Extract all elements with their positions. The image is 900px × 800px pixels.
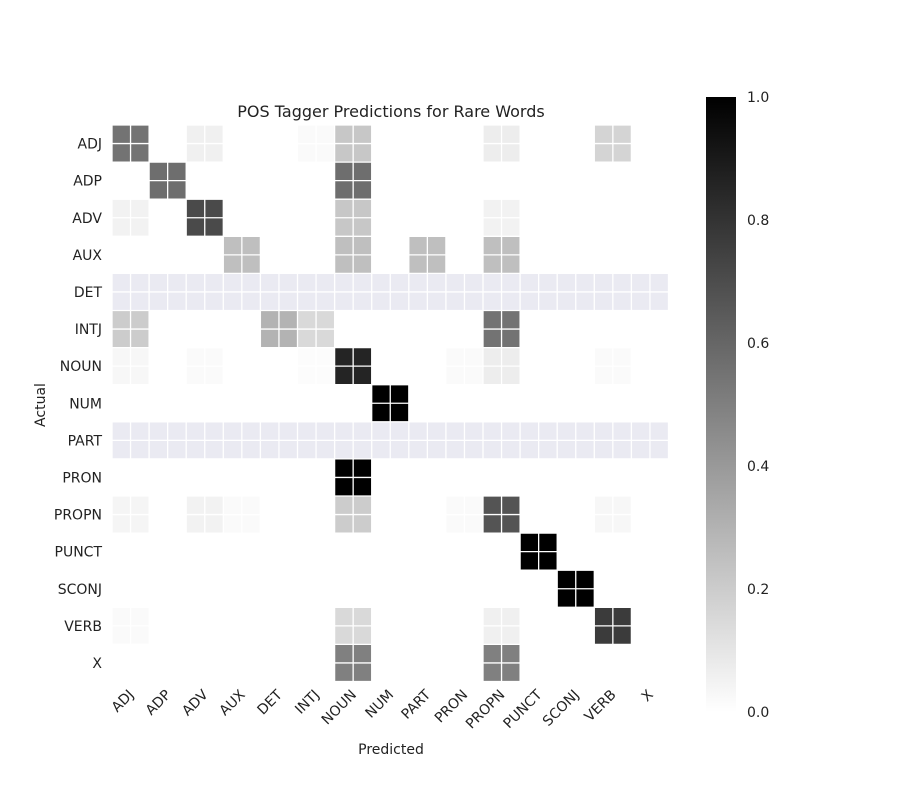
heatmap-gridlines xyxy=(111,124,670,683)
colorbar-tick-label: 0.8 xyxy=(747,213,769,229)
y-tick-label-pron: PRON xyxy=(62,470,102,486)
y-tick-label-aux: AUX xyxy=(73,248,103,264)
x-tick-label-sconj: SCONJ xyxy=(540,687,583,730)
x-tick-label-propn: PROPN xyxy=(463,687,508,732)
y-tick-label-punct: PUNCT xyxy=(55,545,103,561)
y-axis-label: Actual xyxy=(33,383,49,427)
colorbar-ticks: 0.0 0.2 0.4 0.6 0.8 1.0 xyxy=(747,90,769,721)
chart-title: POS Tagger Predictions for Rare Words xyxy=(237,102,544,121)
colorbar-tick-label: 1.0 xyxy=(747,90,769,106)
x-axis-label: Predicted xyxy=(358,742,424,758)
y-tick-label-x: X xyxy=(92,656,102,672)
x-tick-label-verb: VERB xyxy=(582,687,620,725)
x-tick-label-punct: PUNCT xyxy=(501,687,546,732)
y-tick-label-noun: NOUN xyxy=(60,359,102,375)
x-tick-label-aux: AUX xyxy=(217,687,249,719)
x-tick-label-num: NUM xyxy=(363,687,398,722)
y-tick-label-intj: INTJ xyxy=(75,322,102,338)
y-tick-label-propn: PROPN xyxy=(54,508,102,524)
x-tick-label-adv: ADV xyxy=(179,687,212,720)
colorbar-tick-label: 0.4 xyxy=(747,459,769,475)
x-tick-label-noun: NOUN xyxy=(319,687,360,728)
y-tick-label-num: NUM xyxy=(69,396,102,412)
colorbar-tick-label: 0.6 xyxy=(747,336,769,352)
x-tick-label-intj: INTJ xyxy=(292,687,323,718)
y-tick-label-det: DET xyxy=(74,285,103,301)
x-tick-label-adp: ADP xyxy=(143,687,175,719)
y-tick-label-sconj: SCONJ xyxy=(58,582,102,598)
x-tick-label-det: DET xyxy=(255,687,287,719)
y-tick-label-adv: ADV xyxy=(72,211,102,227)
x-tick-label-part: PART xyxy=(399,687,435,723)
y-axis-ticks: ADJ ADP ADV AUX DET INTJ NOUN NUM PART PRON PROPN P… xyxy=(54,137,103,672)
x-tick-label-adj: ADJ xyxy=(109,687,138,716)
y-tick-label-adj: ADJ xyxy=(78,137,103,153)
colorbar xyxy=(706,97,736,712)
colorbar-tick-label: 0.2 xyxy=(747,582,769,598)
y-tick-label-adp: ADP xyxy=(73,174,102,190)
x-tick-label-x: X xyxy=(639,687,657,705)
colorbar-tick-label: 0.0 xyxy=(747,705,769,721)
y-tick-label-verb: VERB xyxy=(64,619,102,635)
y-tick-label-part: PART xyxy=(68,433,103,449)
